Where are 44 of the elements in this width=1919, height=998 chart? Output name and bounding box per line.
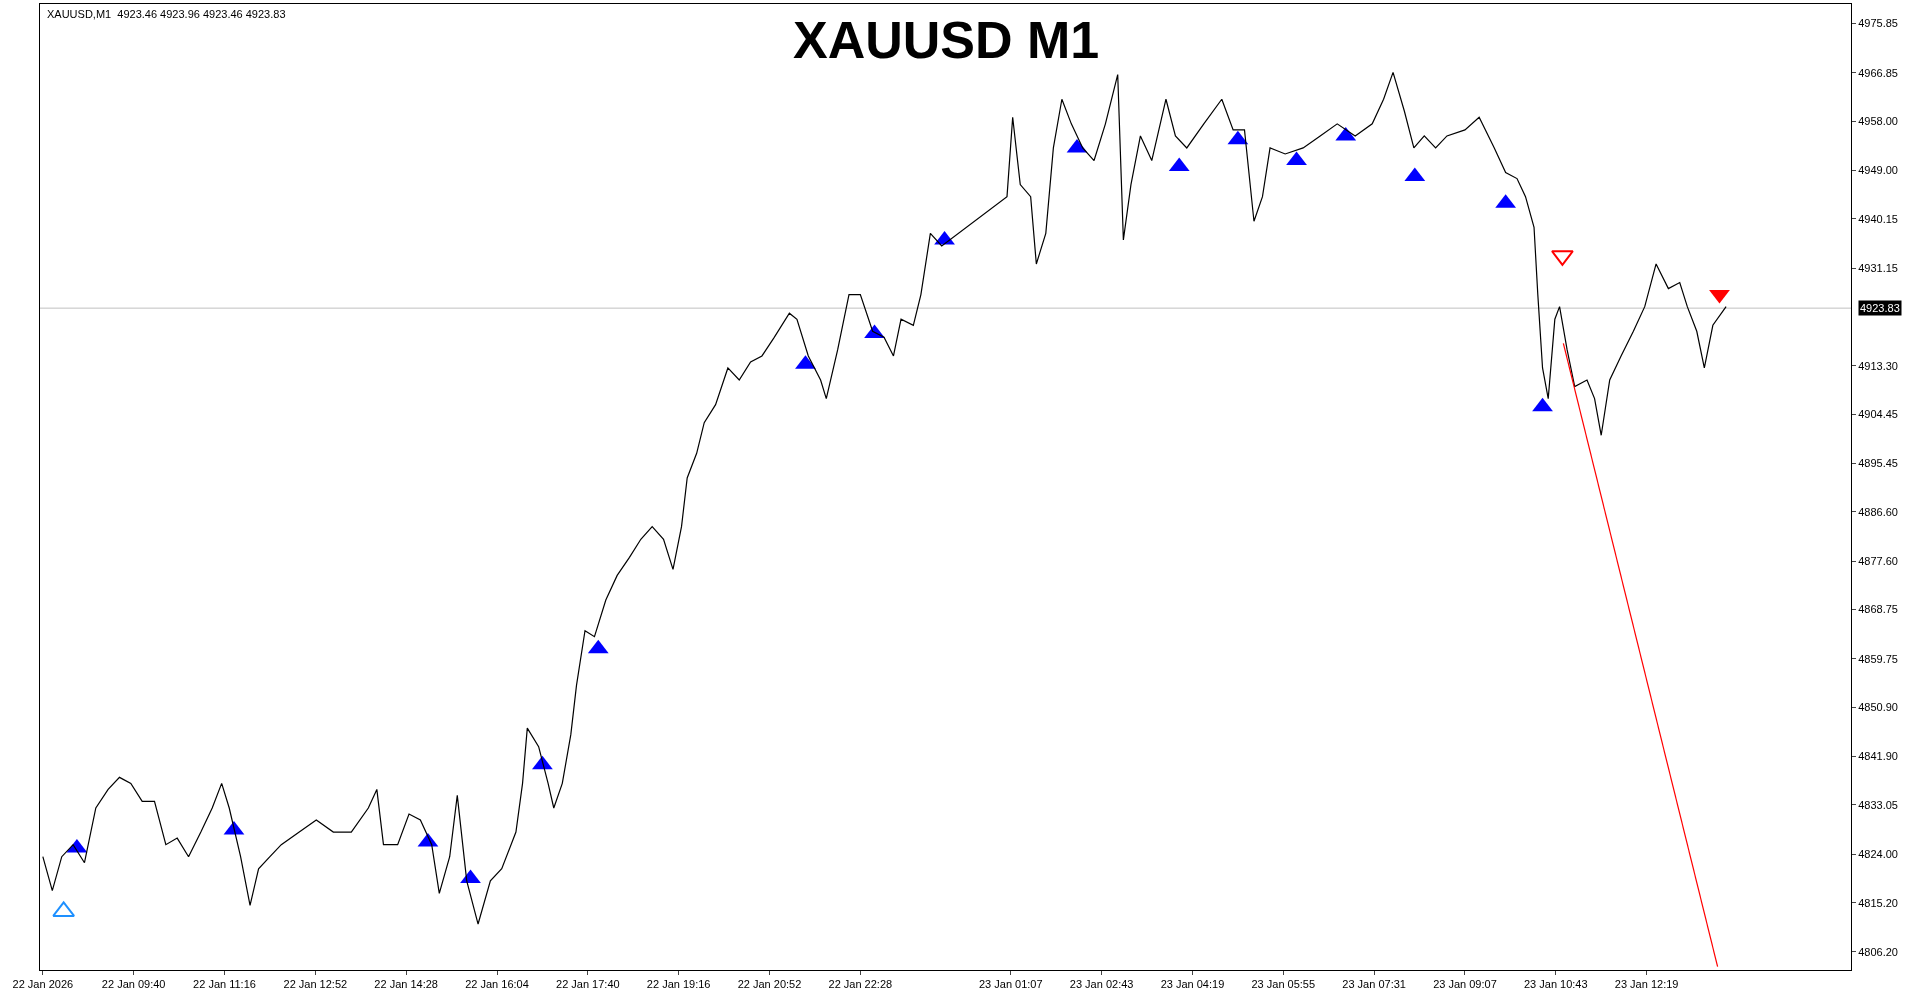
line-series: [42, 71, 1727, 925]
y-tick-label: 4895.45: [1858, 457, 1898, 470]
y-tick-label: 4850.90: [1858, 701, 1898, 714]
point: [1532, 397, 1553, 412]
y-tick-label: 4975.85: [1858, 17, 1898, 30]
y-tick-label: 4966.85: [1858, 66, 1898, 79]
x-tick-label: 22 Jan 11:16: [193, 978, 256, 991]
y-tick-label: 4913.30: [1858, 359, 1898, 372]
y-tick-label: 4886.60: [1858, 505, 1898, 518]
y-tick-label: 4859.75: [1858, 652, 1898, 665]
y-tick-label: 4877.60: [1858, 555, 1898, 568]
y-tick-label: 4940.15: [1858, 212, 1898, 225]
ref-line-label: 4923.83: [1860, 302, 1900, 314]
y-tick-label: 4833.05: [1858, 798, 1898, 811]
y-tick-label: 4868.75: [1858, 603, 1898, 616]
annotation: XAUUSD,M1 4923.46 4923.96 4923.46 4923.83: [47, 8, 286, 20]
point: [460, 869, 481, 884]
x-tick-label: 23 Jan 02:43: [1069, 978, 1134, 991]
x-tick-label: 22 Jan 2026: [12, 978, 74, 991]
y-tick-label: 4806.20: [1858, 945, 1898, 958]
x-tick-label: 22 Jan 09:40: [101, 978, 166, 991]
y-tick-label: 4904.45: [1858, 408, 1898, 421]
x-tick-label: 23 Jan 12:19: [1614, 978, 1679, 991]
x-tick-label: 22 Jan 17:40: [556, 978, 620, 991]
x-tick-label: 22 Jan 16:04: [465, 978, 529, 991]
point: [1286, 151, 1307, 166]
x-tick-label: 23 Jan 09:07: [1433, 978, 1497, 991]
y-tick-label: 4815.20: [1858, 896, 1898, 909]
x-tick-label: 22 Jan 20:52: [737, 978, 802, 991]
x-tick-label: 22 Jan 12:52: [283, 978, 348, 991]
x-tick-label: 23 Jan 01:07: [978, 978, 1043, 991]
y-tick-label: 4949.00: [1858, 164, 1898, 177]
y-tick-label: 4958.00: [1858, 114, 1898, 127]
x-tick-label: 22 Jan 22:28: [828, 978, 893, 991]
y-tick-label: 4841.90: [1858, 750, 1898, 763]
x-tick-label: 23 Jan 05:55: [1251, 978, 1316, 991]
x-tick-label: 23 Jan 04:19: [1160, 978, 1225, 991]
y-tick-label: 4931.15: [1858, 261, 1898, 274]
x-tick-label: 22 Jan 14:28: [374, 978, 438, 991]
y-tick-label: 4824.00: [1858, 848, 1898, 861]
x-tick-label: 22 Jan 19:16: [646, 978, 711, 991]
x-tick-label: 23 Jan 10:43: [1523, 978, 1588, 991]
x-tick-label: 23 Jan 07:31: [1342, 978, 1406, 991]
chart-title: XAUUSD M1: [793, 11, 1100, 69]
